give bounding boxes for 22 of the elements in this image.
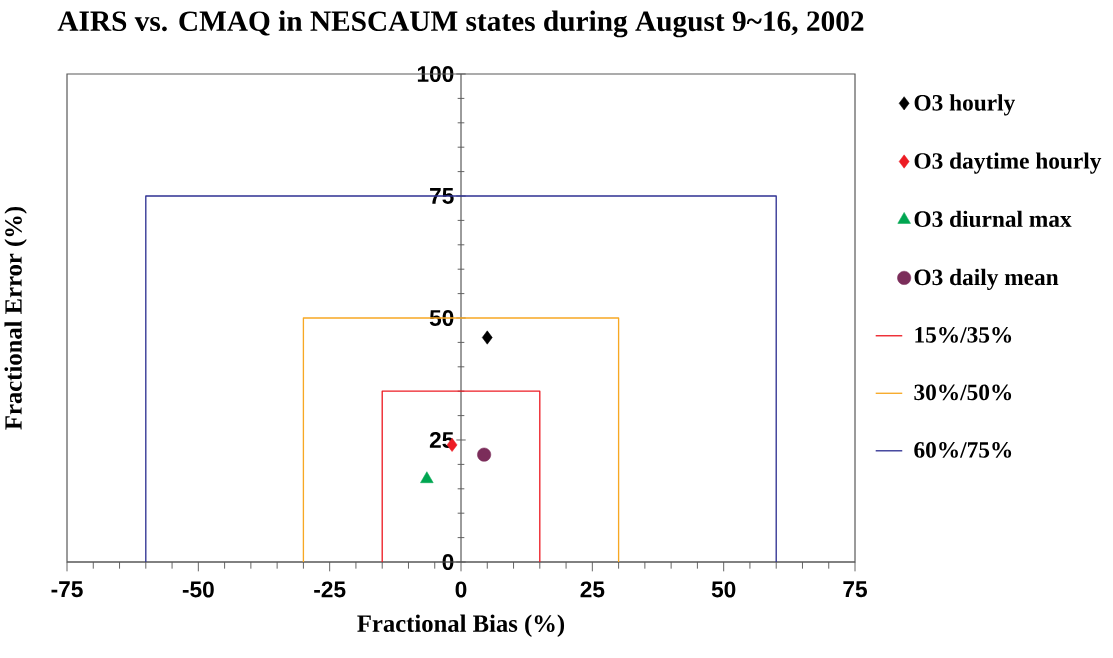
x-tick-label: 0: [455, 581, 467, 598]
x-tick-label: -50: [182, 581, 214, 598]
y-tick-label: 100: [417, 65, 454, 83]
x-tick-label: 75: [843, 581, 867, 598]
legend-label: O3 hourly: [914, 94, 1016, 116]
y-axis-title: Fractional Error (%): [4, 206, 27, 430]
point: [420, 471, 434, 483]
x-tick-label: 50: [711, 581, 736, 598]
x-tick-label: -75: [51, 581, 83, 598]
x-axis-title: Fractional Bias (%): [357, 614, 565, 637]
legend-label: 15%/35%: [915, 327, 1012, 343]
legend-label: O3 daily mean: [914, 268, 1059, 291]
chart-title: AIRS vs. CMAQ in NESCAUM states during August 9~16, 2002: [57, 10, 864, 38]
legend-label: 30%/50%: [914, 384, 1012, 401]
legend-label: O3 diurnal max: [914, 210, 1072, 228]
y-tick-label: 0: [442, 553, 454, 571]
legend-label: 60%/75%: [914, 442, 1012, 458]
point: [482, 330, 493, 345]
x-tick-label: -25: [314, 581, 346, 598]
point: [477, 447, 492, 462]
x-tick-label: 25: [580, 581, 605, 598]
legend-label: O3 daytime hourly: [914, 152, 1102, 174]
